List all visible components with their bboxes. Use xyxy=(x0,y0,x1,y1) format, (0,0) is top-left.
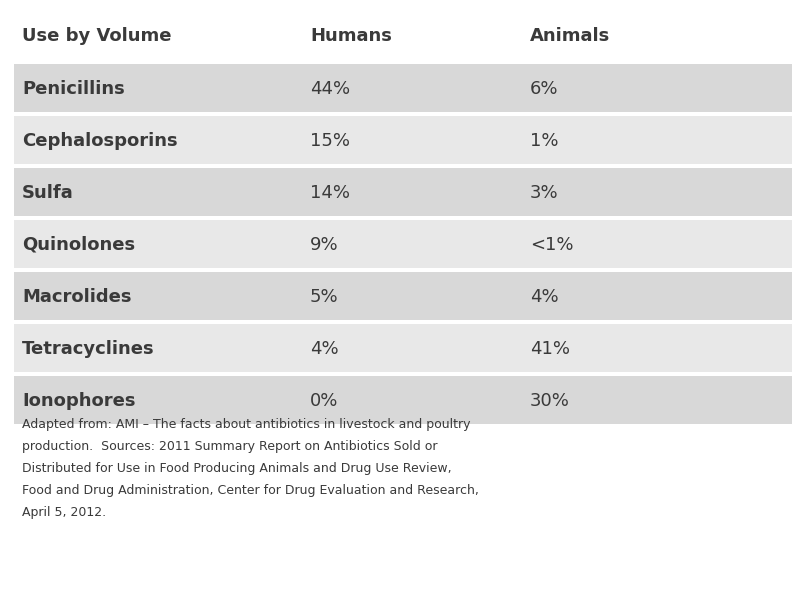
Text: Distributed for Use in Food Producing Animals and Drug Use Review,: Distributed for Use in Food Producing An… xyxy=(22,462,451,475)
Text: Humans: Humans xyxy=(310,27,392,45)
Bar xyxy=(14,10,792,60)
Text: Animals: Animals xyxy=(530,27,610,45)
Text: Ionophores: Ionophores xyxy=(22,392,135,410)
Text: Sulfa: Sulfa xyxy=(22,184,74,202)
Bar xyxy=(14,116,792,164)
Text: Adapted from: AMI – The facts about antibiotics in livestock and poultry: Adapted from: AMI – The facts about anti… xyxy=(22,418,471,431)
Text: <1%: <1% xyxy=(530,236,574,254)
Bar xyxy=(14,168,792,216)
Text: Quinolones: Quinolones xyxy=(22,236,135,254)
Text: 0%: 0% xyxy=(310,392,339,410)
Text: 41%: 41% xyxy=(530,340,570,358)
Bar xyxy=(14,64,792,112)
Text: 4%: 4% xyxy=(530,288,559,306)
Bar xyxy=(14,272,792,320)
Text: 14%: 14% xyxy=(310,184,350,202)
Text: Cephalosporins: Cephalosporins xyxy=(22,132,177,150)
Text: production.  Sources: 2011 Summary Report on Antibiotics Sold or: production. Sources: 2011 Summary Report… xyxy=(22,440,438,453)
Text: Use by Volume: Use by Volume xyxy=(22,27,172,45)
Text: Food and Drug Administration, Center for Drug Evaluation and Research,: Food and Drug Administration, Center for… xyxy=(22,484,479,497)
Text: 3%: 3% xyxy=(530,184,559,202)
Text: 5%: 5% xyxy=(310,288,339,306)
Bar xyxy=(14,324,792,372)
Text: Penicillins: Penicillins xyxy=(22,80,125,98)
Text: 6%: 6% xyxy=(530,80,559,98)
Text: 15%: 15% xyxy=(310,132,350,150)
Text: 1%: 1% xyxy=(530,132,559,150)
Text: 9%: 9% xyxy=(310,236,339,254)
Text: Macrolides: Macrolides xyxy=(22,288,131,306)
Text: 4%: 4% xyxy=(310,340,339,358)
Text: Tetracyclines: Tetracyclines xyxy=(22,340,155,358)
Text: 30%: 30% xyxy=(530,392,570,410)
Text: 44%: 44% xyxy=(310,80,350,98)
Bar xyxy=(14,376,792,424)
Bar xyxy=(14,220,792,268)
Text: April 5, 2012.: April 5, 2012. xyxy=(22,506,106,519)
